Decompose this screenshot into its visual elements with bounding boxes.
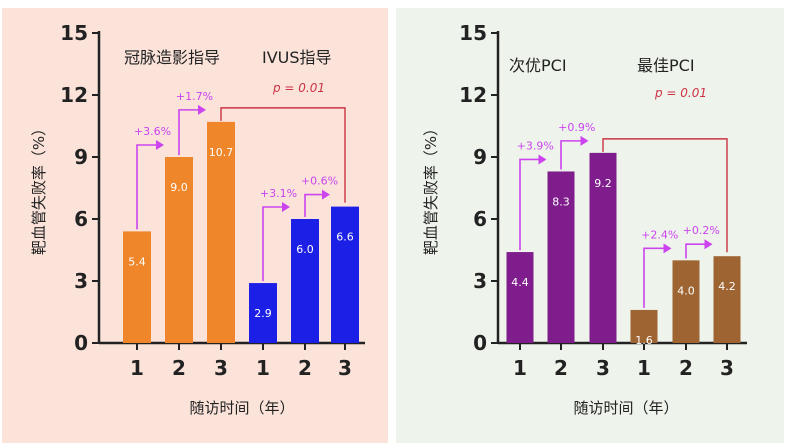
increment-arrowhead (156, 140, 164, 150)
bar-value-label: 9.0 (170, 181, 188, 194)
x-tick-label: 1 (256, 356, 270, 380)
increment-label: +0.2% (683, 224, 720, 237)
y-axis-label: 靶血管失败率（%） (422, 121, 440, 255)
bar-value-label: 6.6 (336, 231, 354, 244)
bar-value-label: 4.0 (677, 284, 695, 297)
x-tick-label: 2 (554, 356, 568, 380)
increment-label: +0.6% (301, 175, 338, 188)
bar-value-label: 2.9 (254, 307, 272, 320)
bar (630, 309, 658, 343)
increment-arrowhead (198, 104, 206, 115)
group-label: 次优PCI (509, 56, 567, 75)
bar (249, 283, 277, 343)
bar-value-label: 4.2 (718, 280, 736, 293)
bar-value-label: 5.4 (128, 255, 146, 268)
y-tick-label: 12 (459, 83, 487, 107)
p-value-label: p = 0.01 (654, 86, 707, 100)
x-axis-label: 随访时间（年） (189, 399, 294, 417)
bar-value-label: 4.4 (511, 276, 529, 289)
increment-label: +0.9% (558, 121, 595, 134)
bar-value-label: 6.0 (296, 243, 314, 256)
increment-arrowhead (663, 243, 672, 254)
increment-label: +1.7% (176, 90, 213, 103)
y-axis-label: 靶血管失败率（%） (30, 121, 48, 255)
bar (672, 260, 700, 343)
bar (589, 152, 617, 343)
increment-connector (685, 243, 707, 259)
y-tick-label: 15 (459, 21, 487, 45)
increment-label: +2.4% (641, 228, 678, 241)
x-tick-label: 2 (172, 356, 186, 380)
y-tick-label: 15 (60, 21, 88, 45)
increment-arrowhead (538, 154, 547, 165)
bar (207, 121, 235, 343)
group-label: 冠脉造影指导 (124, 48, 220, 67)
x-axis-label: 随访时间（年） (573, 399, 678, 417)
y-tick-label: 12 (60, 83, 88, 107)
y-tick-label: 0 (74, 331, 88, 355)
x-tick-label: 1 (130, 356, 144, 380)
group-label: IVUS指导 (262, 48, 332, 67)
increment-connector (519, 158, 541, 251)
y-tick-label: 6 (473, 207, 487, 231)
x-tick-label: 3 (338, 356, 352, 380)
p-value-label: p = 0.01 (272, 81, 325, 95)
bar (331, 206, 359, 343)
y-tick-label: 0 (473, 331, 487, 355)
y-tick-label: 3 (74, 269, 88, 293)
x-tick-label: 2 (298, 356, 312, 380)
bar-value-label: 9.2 (594, 177, 612, 190)
bar (291, 219, 319, 343)
bar (123, 231, 151, 343)
increment-arrowhead (704, 239, 713, 250)
bar-value-label: 10.7 (209, 146, 234, 159)
bar (165, 157, 193, 343)
group-label: 最佳PCI (637, 56, 695, 75)
increment-connector (560, 140, 583, 170)
x-tick-label: 2 (679, 356, 693, 380)
y-tick-label: 3 (473, 269, 487, 293)
x-tick-label: 3 (720, 356, 734, 380)
significance-bracket (602, 138, 728, 253)
increment-connector (136, 144, 158, 230)
increment-connector (643, 247, 666, 308)
bar (506, 252, 534, 343)
bar-value-label: 1.6 (635, 334, 653, 347)
y-tick-label: 9 (74, 145, 88, 169)
y-tick-label: 6 (74, 207, 88, 231)
x-tick-label: 1 (637, 356, 651, 380)
bar-value-label: 8.3 (552, 195, 570, 208)
x-tick-label: 1 (513, 356, 527, 380)
increment-connector (262, 206, 284, 282)
x-tick-label: 3 (596, 356, 610, 380)
increment-arrowhead (322, 189, 330, 200)
significance-bracket (220, 107, 346, 203)
increment-connector (178, 109, 200, 155)
bar (547, 171, 575, 343)
increment-connector (304, 193, 324, 217)
increment-arrowhead (282, 202, 290, 212)
increment-arrowhead (580, 135, 589, 146)
increment-label: +3.1% (260, 187, 297, 200)
panel-background (2, 8, 388, 443)
increment-label: +3.9% (517, 139, 554, 152)
y-tick-label: 9 (473, 145, 487, 169)
bar (713, 256, 741, 343)
x-tick-label: 3 (214, 356, 228, 380)
increment-label: +3.6% (134, 125, 171, 138)
